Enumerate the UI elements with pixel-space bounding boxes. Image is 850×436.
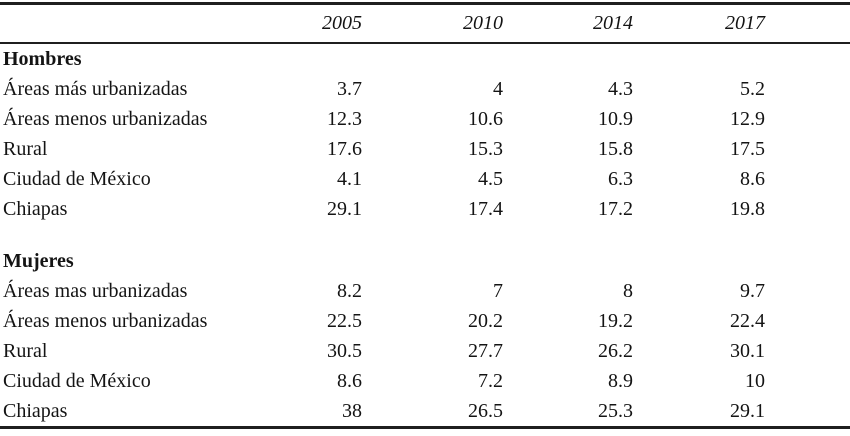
year-header-2017: 2017 — [725, 12, 765, 34]
row-label: Áreas menos urbanizadas — [3, 107, 208, 130]
row-label: Chiapas — [3, 399, 68, 422]
value-cell: 15.8 — [598, 137, 633, 160]
value-cell: 29.1 — [730, 399, 765, 422]
value-cell: 17.2 — [598, 197, 633, 220]
year-header-2010: 2010 — [463, 12, 503, 34]
row-label: Rural — [3, 137, 48, 160]
table-row: Rural 17.6 15.3 15.8 17.5 — [0, 134, 850, 164]
row-label: Áreas menos urbanizadas — [3, 309, 208, 332]
table-row: Ciudad de México 4.1 4.5 6.3 8.6 — [0, 164, 850, 194]
header-row: 2005 2010 2014 2017 — [0, 4, 850, 44]
value-cell: 8.6 — [337, 369, 362, 392]
value-cell: 22.5 — [327, 309, 362, 332]
row-label: Chiapas — [3, 197, 68, 220]
table-row: Áreas mas urbanizadas 8.2 7 8 9.7 — [0, 276, 850, 306]
value-cell: 9.7 — [740, 279, 765, 302]
value-cell: 26.5 — [468, 399, 503, 422]
value-cell: 8 — [623, 279, 633, 302]
value-cell: 3.7 — [337, 77, 362, 100]
table-row: Chiapas 38 26.5 25.3 29.1 — [0, 396, 850, 428]
value-cell: 7 — [493, 279, 503, 302]
section-title: Mujeres — [3, 249, 74, 272]
value-cell: 30.5 — [327, 339, 362, 362]
value-cell: 15.3 — [468, 137, 503, 160]
row-label: Ciudad de México — [3, 167, 151, 190]
spacer-cell — [0, 224, 850, 246]
table-row: Chiapas 29.1 17.4 17.2 19.8 — [0, 194, 850, 224]
section-header-mujeres: Mujeres — [0, 246, 850, 276]
value-cell: 12.3 — [327, 107, 362, 130]
value-cell: 10.6 — [468, 107, 503, 130]
table-row: Áreas menos urbanizadas 12.3 10.6 10.9 1… — [0, 104, 850, 134]
table-row: Ciudad de México 8.6 7.2 8.9 10 — [0, 366, 850, 396]
value-cell: 8.9 — [608, 369, 633, 392]
value-cell: 29.1 — [327, 197, 362, 220]
statistics-table: 2005 2010 2014 2017 Hombres Áreas más ur… — [0, 2, 850, 429]
corner-cell — [0, 4, 285, 44]
value-cell: 25.3 — [598, 399, 633, 422]
value-cell: 10.9 — [598, 107, 633, 130]
spacer-row — [0, 224, 850, 246]
value-cell: 4.5 — [478, 167, 503, 190]
section-header-hombres: Hombres — [0, 43, 850, 74]
row-label: Rural — [3, 339, 48, 362]
row-label: Áreas más urbanizadas — [3, 77, 188, 100]
section-title: Hombres — [3, 47, 82, 70]
value-cell: 17.4 — [468, 197, 503, 220]
value-cell: 8.2 — [337, 279, 362, 302]
value-cell: 4.3 — [608, 77, 633, 100]
value-cell: 7.2 — [478, 369, 503, 392]
value-cell: 10 — [745, 369, 765, 392]
table-row: Áreas menos urbanizadas 22.5 20.2 19.2 2… — [0, 306, 850, 336]
value-cell: 19.2 — [598, 309, 633, 332]
value-cell: 27.7 — [468, 339, 503, 362]
table-row: Rural 30.5 27.7 26.2 30.1 — [0, 336, 850, 366]
row-label: Ciudad de México — [3, 369, 151, 392]
year-header-2014: 2014 — [593, 12, 633, 34]
value-cell: 30.1 — [730, 339, 765, 362]
value-cell: 20.2 — [468, 309, 503, 332]
value-cell: 8.6 — [740, 167, 765, 190]
value-cell: 6.3 — [608, 167, 633, 190]
value-cell: 4 — [493, 77, 503, 100]
table-row: Áreas más urbanizadas 3.7 4 4.3 5.2 — [0, 74, 850, 104]
value-cell: 17.6 — [327, 137, 362, 160]
value-cell: 19.8 — [730, 197, 765, 220]
value-cell: 17.5 — [730, 137, 765, 160]
value-cell: 12.9 — [730, 107, 765, 130]
value-cell: 5.2 — [740, 77, 765, 100]
value-cell: 26.2 — [598, 339, 633, 362]
value-cell: 38 — [342, 399, 362, 422]
row-label: Áreas mas urbanizadas — [3, 279, 188, 302]
value-cell: 4.1 — [337, 167, 362, 190]
year-header-2005: 2005 — [322, 12, 362, 34]
value-cell: 22.4 — [730, 309, 765, 332]
